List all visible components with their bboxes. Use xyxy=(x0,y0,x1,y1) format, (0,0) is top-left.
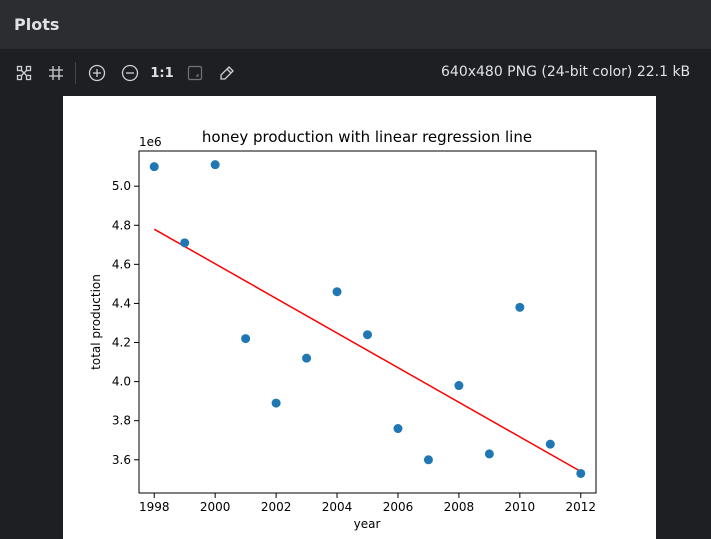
actual-size-button[interactable]: 1:1 xyxy=(150,62,174,84)
data-point xyxy=(423,455,433,465)
fit-content-icon xyxy=(16,65,32,81)
x-tick-label: 2002 xyxy=(261,500,292,514)
x-tick-label: 2000 xyxy=(200,500,231,514)
toolbar-separator xyxy=(75,62,76,84)
data-point xyxy=(515,302,525,312)
x-tick-label: 2012 xyxy=(565,500,596,514)
x-tick-label: 2008 xyxy=(444,500,475,514)
color-picker-icon xyxy=(220,66,234,80)
data-point xyxy=(210,160,220,170)
data-point xyxy=(545,439,555,449)
x-tick-label: 1998 xyxy=(139,500,170,514)
data-point xyxy=(180,238,190,248)
data-point xyxy=(271,398,281,408)
chart-title: honey production with linear regression … xyxy=(202,128,532,146)
panel-title: Plots xyxy=(14,15,60,34)
background-toggle-button[interactable] xyxy=(184,62,206,84)
background-icon xyxy=(187,65,203,81)
data-point xyxy=(302,353,312,363)
zoom-out-icon xyxy=(121,64,139,82)
data-point xyxy=(332,287,342,297)
plots-panel-header: Plots xyxy=(0,0,711,50)
zoom-in-icon xyxy=(88,64,106,82)
regression-line xyxy=(153,228,582,473)
data-point xyxy=(576,468,586,478)
image-info: 640x480 PNG (24-bit color) 22.1 kB xyxy=(441,64,691,80)
scatter-plot: honey production with linear regression … xyxy=(89,128,597,531)
data-point xyxy=(454,381,464,391)
data-point xyxy=(363,330,372,340)
y-tick-label: 3.6 xyxy=(112,453,131,467)
data-point xyxy=(241,334,251,344)
x-axis-label: year xyxy=(354,517,381,531)
zoom-out-button[interactable] xyxy=(119,62,141,84)
color-picker-button[interactable] xyxy=(216,62,238,84)
x-tick-label: 2004 xyxy=(322,500,353,514)
y-tick-label: 4.8 xyxy=(112,218,131,232)
y-tick-label: 3.8 xyxy=(112,414,131,428)
y-axis-label: total production xyxy=(89,274,103,370)
x-tick-label: 2006 xyxy=(383,500,414,514)
data-point xyxy=(484,449,494,459)
zoom-in-button[interactable] xyxy=(86,62,108,84)
actual-size-label: 1:1 xyxy=(150,65,174,81)
y-tick-label: 4.0 xyxy=(112,375,131,389)
y-tick-label: 4.4 xyxy=(112,296,131,310)
plot-frame xyxy=(138,150,597,494)
x-tick-label: 2010 xyxy=(505,500,536,514)
grid-toggle-button[interactable] xyxy=(45,62,67,84)
data-point xyxy=(149,162,159,172)
y-offset-label: 1e6 xyxy=(139,135,162,149)
y-tick-label: 4.2 xyxy=(112,336,131,350)
y-tick-label: 5.0 xyxy=(112,179,131,193)
fit-content-button[interactable] xyxy=(13,62,35,84)
plot-image: honey production with linear regression … xyxy=(63,96,656,539)
plot-toolbar: 1:1 640x480 PNG (24-bit color) 22.1 kB xyxy=(0,50,711,96)
data-point xyxy=(393,424,403,434)
y-tick-label: 4.6 xyxy=(112,257,131,271)
grid-icon xyxy=(49,66,63,80)
